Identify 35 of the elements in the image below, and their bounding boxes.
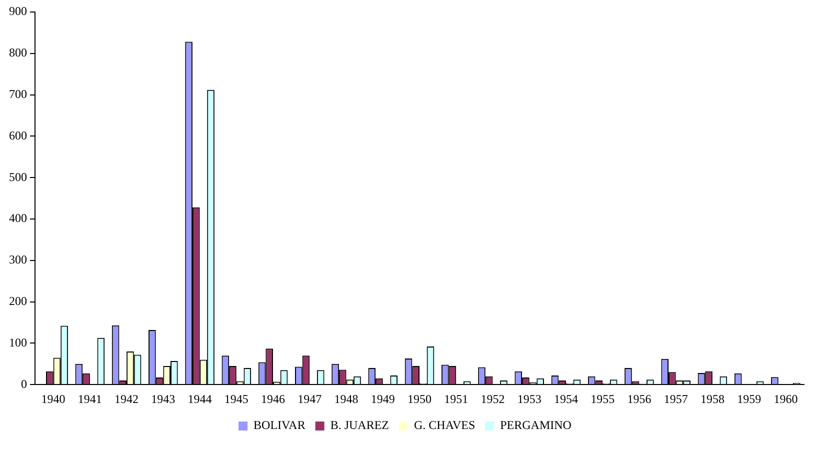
x-tick-label: 1960	[774, 392, 798, 406]
x-tick-label: 1952	[480, 392, 505, 406]
legend-label: PERGAMINO	[500, 418, 572, 432]
y-tick-label: 300	[9, 252, 27, 267]
x-tick-label: 1959	[737, 392, 762, 406]
y-tick-label: 700	[9, 86, 27, 101]
y-tick-label: 600	[9, 128, 27, 142]
y-tick-label: 500	[9, 170, 27, 184]
legend-label: B. JUAREZ	[330, 418, 389, 432]
x-tick-label: 1956	[627, 392, 652, 406]
x-tick-label: 1950	[408, 392, 432, 406]
x-tick-label: 1942	[114, 392, 139, 406]
x-tick-label: 1947	[298, 392, 322, 406]
x-tick-label: 1948	[334, 392, 358, 406]
y-tick-label: 0	[21, 376, 27, 391]
x-tick-label: 1946	[261, 392, 286, 406]
y-tick-label: 400	[9, 211, 27, 226]
x-tick-label: 1945	[224, 392, 248, 406]
legend-label: BOLIVAR	[254, 418, 306, 432]
x-tick-label: 1957	[664, 392, 688, 406]
x-tick-label: 1955	[590, 392, 615, 406]
x-tick-label: 1954	[554, 392, 578, 406]
x-tick-label: 1949	[370, 392, 395, 406]
y-tick-label: 800	[9, 46, 27, 60]
y-tick-label: 100	[9, 335, 27, 350]
x-tick-label: 1953	[517, 392, 542, 406]
x-tick-label: 1944	[188, 392, 212, 406]
x-tick-label: 1958	[700, 392, 724, 406]
y-tick-label: 200	[9, 294, 27, 308]
legend-label: G. CHAVES	[414, 418, 476, 432]
x-tick-label: 1940	[41, 392, 66, 406]
x-tick-label: 1941	[78, 392, 102, 406]
y-tick-label: 900	[9, 4, 27, 18]
x-tick-label: 1943	[151, 392, 176, 406]
x-tick-label: 1951	[444, 392, 468, 406]
